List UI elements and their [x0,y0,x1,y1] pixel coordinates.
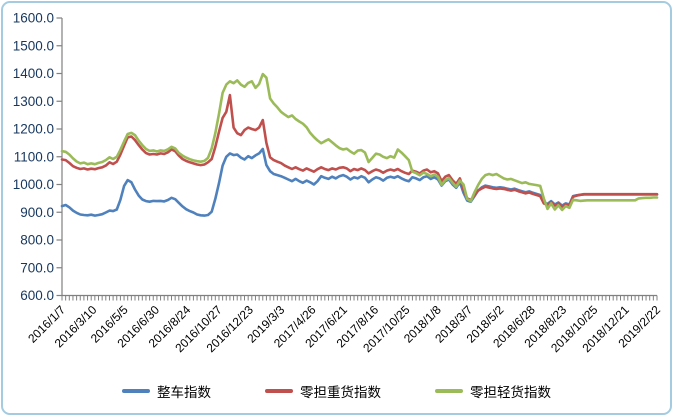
y-axis-label: 1200.0 [13,122,54,137]
y-axis-label: 1100.0 [14,149,54,164]
legend-item-full-truckload-index: 整车指数 [122,381,211,401]
legend-item-ltl-light-index: 零担轻货指数 [435,381,551,401]
ltl-light-index-line [60,72,659,212]
y-axis-label: 1000.0 [13,177,54,192]
ltl-heavy-index-line [60,93,659,208]
y-axis-label: 700.0 [20,260,54,275]
y-axis-label: 1500.0 [13,38,54,53]
legend-label-ltl-heavy-index: 零担重货指数 [300,385,381,400]
y-axis-label: 800.0 [20,233,54,248]
y-axis-label: 1300.0 [13,94,54,109]
y-axis-label: 1600.0 [13,11,54,26]
legend-line-sample-green [435,389,463,393]
legend-line-sample-red [265,389,293,393]
legend-label-full-truckload-index: 整车指数 [157,385,211,400]
legend-line-sample-blue [122,389,150,393]
y-axis-label: 1400.0 [13,66,54,81]
legend-label-ltl-light-index: 零担轻货指数 [470,385,551,400]
y-axis-label: 600.0 [20,288,54,303]
legend-item-ltl-heavy-index: 零担重货指数 [265,381,381,401]
y-axis-label: 900.0 [20,205,54,220]
legend: 整车指数 零担重货指数 零担轻货指数 [0,377,673,405]
